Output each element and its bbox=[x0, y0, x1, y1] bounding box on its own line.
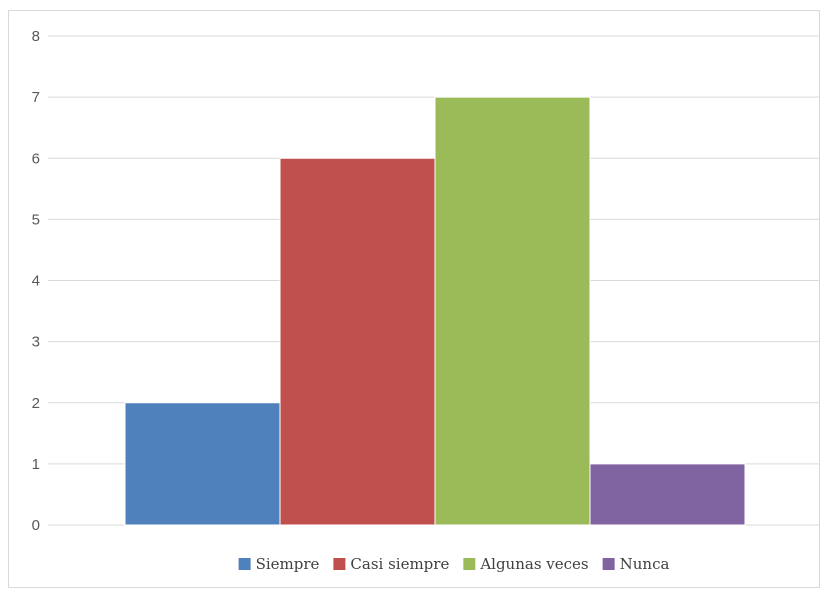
bar-casi-siempre bbox=[279, 157, 436, 526]
y-tick-label: 0 bbox=[32, 517, 40, 534]
y-tick-label: 8 bbox=[32, 28, 40, 45]
bar-siempre bbox=[124, 402, 281, 526]
legend-label: Nunca bbox=[620, 555, 670, 573]
bars bbox=[124, 96, 746, 526]
legend-swatch bbox=[238, 558, 251, 570]
y-axis-tick-labels: 0 1 2 3 4 5 6 7 8 bbox=[32, 28, 40, 534]
y-tick-label: 7 bbox=[32, 89, 40, 106]
y-tick-label: 1 bbox=[32, 456, 40, 473]
legend-label: Siempre bbox=[256, 555, 320, 573]
bar-nunca bbox=[589, 463, 746, 526]
legend-swatch bbox=[333, 558, 346, 570]
y-tick-label: 3 bbox=[32, 334, 40, 351]
legend-label: Algunas veces bbox=[479, 555, 588, 573]
y-tick-label: 5 bbox=[32, 211, 40, 228]
legend-swatch bbox=[463, 558, 476, 570]
y-tick-label: 4 bbox=[32, 273, 40, 290]
bar-algunas-veces bbox=[434, 96, 591, 526]
legend: Siempre Casi siempre Algunas veces Nunca bbox=[238, 555, 670, 573]
legend-label: Casi siempre bbox=[350, 555, 449, 573]
y-tick-label: 2 bbox=[32, 395, 40, 412]
legend-swatch bbox=[602, 558, 615, 570]
y-tick-label: 6 bbox=[32, 150, 40, 167]
